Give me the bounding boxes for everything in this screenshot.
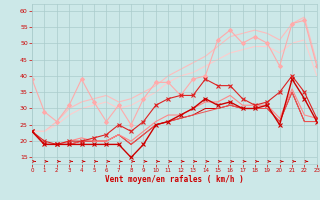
- X-axis label: Vent moyen/en rafales ( km/h ): Vent moyen/en rafales ( km/h ): [105, 175, 244, 184]
